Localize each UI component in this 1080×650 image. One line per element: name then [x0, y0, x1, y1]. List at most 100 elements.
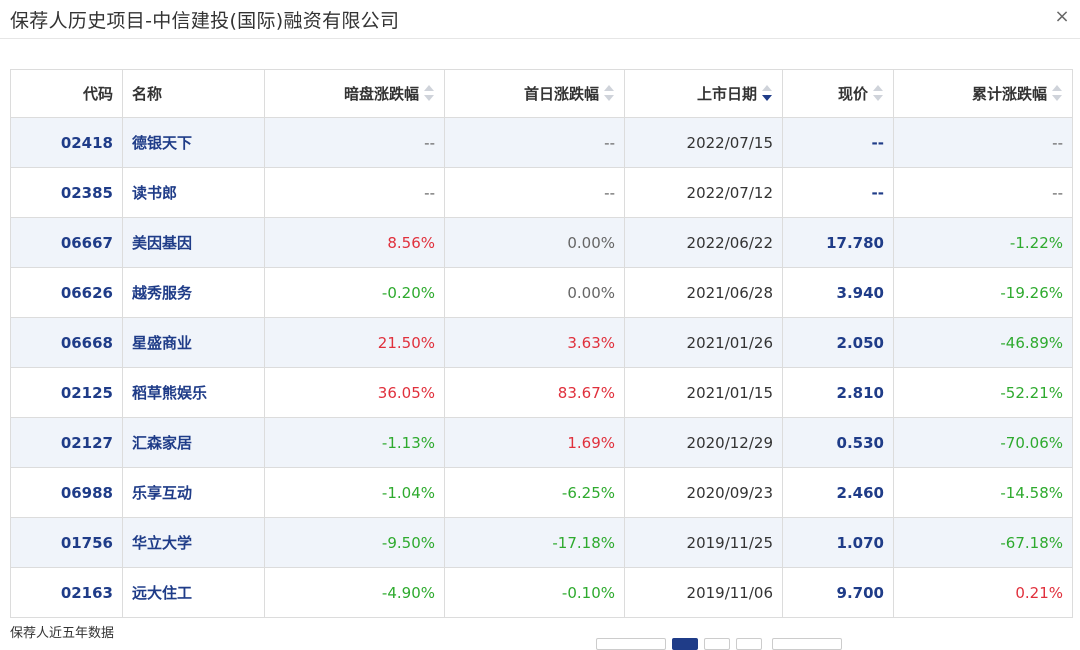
sort-icon[interactable] — [872, 83, 884, 103]
current-price: 0.530 — [782, 417, 894, 468]
dark-pool-change: 21.50% — [264, 317, 445, 368]
listing-date: 2019/11/25 — [624, 517, 783, 568]
stock-name-link[interactable]: 远大住工 — [122, 567, 265, 618]
first-day-change: 83.67% — [444, 367, 625, 418]
pager-page-1[interactable] — [672, 638, 698, 650]
cumulative-change: 0.21% — [893, 567, 1073, 618]
table-row[interactable]: 06667 美因基因 8.56% 0.00% 2022/06/22 17.780 -1.22… — [10, 217, 1073, 268]
dialog-header: 保荐人历史项目-中信建投(国际)融资有限公司 × — [0, 0, 1080, 39]
pager-page-2[interactable] — [704, 638, 730, 650]
stock-code-link[interactable]: 02125 — [10, 367, 123, 418]
column-header-dark[interactable]: 暗盘涨跌幅 — [264, 69, 445, 118]
footer-note: 保荐人近五年数据 — [10, 626, 115, 641]
listing-date: 2022/07/12 — [624, 167, 783, 218]
column-header-label: 名称 — [132, 85, 163, 103]
listing-date: 2020/12/29 — [624, 417, 783, 468]
sort-icon[interactable] — [423, 83, 435, 103]
dialog-title: 保荐人历史项目-中信建投(国际)融资有限公司 — [10, 10, 400, 32]
sponsor-history-table: 代码 名称 暗盘涨跌幅 首日涨跌幅 上市日期 现价 累计涨跌幅 02418 德银天下 -- -- 2… — [10, 69, 1073, 618]
stock-name-link[interactable]: 星盛商业 — [122, 317, 265, 368]
cumulative-change: -52.21% — [893, 367, 1073, 418]
stock-name-link[interactable]: 汇森家居 — [122, 417, 265, 468]
cumulative-change: -70.06% — [893, 417, 1073, 468]
cumulative-change: -19.26% — [893, 267, 1073, 318]
table-row[interactable]: 02163 远大住工 -4.90% -0.10% 2019/11/06 9.700 0.21… — [10, 567, 1073, 618]
current-price: 9.700 — [782, 567, 894, 618]
current-price: 17.780 — [782, 217, 894, 268]
pager-next-button[interactable] — [772, 638, 842, 650]
listing-date: 2021/01/26 — [624, 317, 783, 368]
dark-pool-change: 36.05% — [264, 367, 445, 418]
cumulative-change: -67.18% — [893, 517, 1073, 568]
cumulative-change: -1.22% — [893, 217, 1073, 268]
stock-code-link[interactable]: 06626 — [10, 267, 123, 318]
close-icon[interactable]: × — [1054, 6, 1070, 27]
column-header-price[interactable]: 现价 — [782, 69, 894, 118]
table-row[interactable]: 06668 星盛商业 21.50% 3.63% 2021/01/26 2.050 -46.8… — [10, 317, 1073, 368]
cumulative-change: -14.58% — [893, 467, 1073, 518]
column-header-label: 暗盘涨跌幅 — [343, 84, 419, 103]
dark-pool-change: -4.90% — [264, 567, 445, 618]
first-day-change: 1.69% — [444, 417, 625, 468]
table-row[interactable]: 06626 越秀服务 -0.20% 0.00% 2021/06/28 3.940 -19.2… — [10, 267, 1073, 318]
table-body: 02418 德银天下 -- -- 2022/07/15 -- -- 02385 读书郎 -- -- 2… — [10, 117, 1073, 618]
column-header-first[interactable]: 首日涨跌幅 — [444, 69, 625, 118]
current-price: -- — [782, 167, 894, 218]
stock-name-link[interactable]: 德银天下 — [122, 117, 265, 168]
sort-icon[interactable] — [1051, 83, 1063, 103]
dark-pool-change: -1.13% — [264, 417, 445, 468]
table-row[interactable]: 02127 汇森家居 -1.13% 1.69% 2020/12/29 0.530 -70.0… — [10, 417, 1073, 468]
column-header-label: 累计涨跌幅 — [971, 84, 1047, 103]
column-header-date[interactable]: 上市日期 — [624, 69, 783, 118]
table-row[interactable]: 02125 稻草熊娱乐 36.05% 83.67% 2021/01/15 2.810 -52… — [10, 367, 1073, 418]
cumulative-change: -46.89% — [893, 317, 1073, 368]
listing-date: 2022/07/15 — [624, 117, 783, 168]
dark-pool-change: -9.50% — [264, 517, 445, 568]
column-header-code: 代码 — [10, 69, 123, 118]
column-header-name: 名称 — [122, 69, 265, 118]
table-row[interactable]: 06988 乐享互动 -1.04% -6.25% 2020/09/23 2.460 -14.… — [10, 467, 1073, 518]
column-header-label: 上市日期 — [696, 84, 757, 103]
listing-date: 2022/06/22 — [624, 217, 783, 268]
table-header-row: 代码 名称 暗盘涨跌幅 首日涨跌幅 上市日期 现价 累计涨跌幅 — [10, 69, 1073, 118]
first-day-change: -0.10% — [444, 567, 625, 618]
current-price: 1.070 — [782, 517, 894, 568]
stock-name-link[interactable]: 美因基因 — [122, 217, 265, 268]
cumulative-change: -- — [893, 167, 1073, 218]
first-day-change: -6.25% — [444, 467, 625, 518]
first-day-change: 0.00% — [444, 217, 625, 268]
stock-name-link[interactable]: 越秀服务 — [122, 267, 265, 318]
column-header-label: 代码 — [82, 85, 113, 103]
stock-code-link[interactable]: 02163 — [10, 567, 123, 618]
listing-date: 2021/01/15 — [624, 367, 783, 418]
sort-icon[interactable] — [603, 83, 615, 103]
current-price: -- — [782, 117, 894, 168]
stock-code-link[interactable]: 06668 — [10, 317, 123, 368]
table-row[interactable]: 01756 华立大学 -9.50% -17.18% 2019/11/25 1.070 -67… — [10, 517, 1073, 568]
table-row[interactable]: 02385 读书郎 -- -- 2022/07/12 -- -- — [10, 167, 1073, 218]
dark-pool-change: -0.20% — [264, 267, 445, 318]
dark-pool-change: 8.56% — [264, 217, 445, 268]
stock-code-link[interactable]: 02385 — [10, 167, 123, 218]
stock-name-link[interactable]: 乐享互动 — [122, 467, 265, 518]
first-day-change: -- — [444, 167, 625, 218]
stock-code-link[interactable]: 02418 — [10, 117, 123, 168]
stock-code-link[interactable]: 02127 — [10, 417, 123, 468]
table-row[interactable]: 02418 德银天下 -- -- 2022/07/15 -- -- — [10, 117, 1073, 168]
current-price: 2.810 — [782, 367, 894, 418]
sort-desc-icon[interactable] — [761, 83, 773, 103]
stock-name-link[interactable]: 读书郎 — [122, 167, 265, 218]
stock-code-link[interactable]: 01756 — [10, 517, 123, 568]
column-header-total[interactable]: 累计涨跌幅 — [893, 69, 1073, 118]
stock-name-link[interactable]: 稻草熊娱乐 — [122, 367, 265, 418]
pager-prev-button[interactable] — [596, 638, 666, 650]
column-header-label: 现价 — [837, 84, 868, 103]
pager-page-3[interactable] — [736, 638, 762, 650]
stock-code-link[interactable]: 06988 — [10, 467, 123, 518]
current-price: 2.050 — [782, 317, 894, 368]
stock-name-link[interactable]: 华立大学 — [122, 517, 265, 568]
dark-pool-change: -- — [264, 117, 445, 168]
stock-code-link[interactable]: 06667 — [10, 217, 123, 268]
current-price: 3.940 — [782, 267, 894, 318]
first-day-change: 0.00% — [444, 267, 625, 318]
